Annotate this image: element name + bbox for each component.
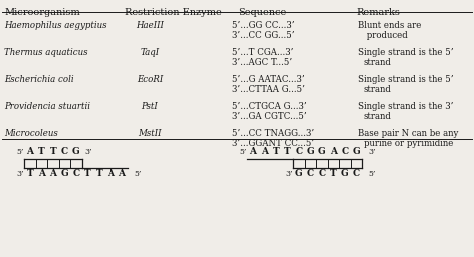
Text: PstI: PstI [142,102,158,111]
Text: 3’...CTTAA G...5’: 3’...CTTAA G...5’ [232,85,305,94]
Text: strand: strand [364,112,392,121]
Text: T: T [27,170,33,179]
Text: 3’...CC GG...5’: 3’...CC GG...5’ [232,31,295,40]
Text: 3’...GGANT CC...5’: 3’...GGANT CC...5’ [232,139,314,148]
Text: Base pair N can be any: Base pair N can be any [358,129,458,138]
Text: 3’...AGC T...5’: 3’...AGC T...5’ [232,58,292,67]
Text: 3’: 3’ [285,170,293,178]
Text: G: G [353,148,360,157]
Text: T: T [84,170,91,179]
Text: Single strand is the 5’: Single strand is the 5’ [358,75,454,84]
Text: G: G [318,148,326,157]
Text: A: A [261,148,268,157]
Text: 3’...GA CGTC...5’: 3’...GA CGTC...5’ [232,112,307,121]
Text: TaqI: TaqI [140,48,160,57]
Text: Microcoleus: Microcoleus [4,129,58,138]
Text: A: A [38,170,45,179]
Text: A: A [107,170,114,179]
Text: strand: strand [364,85,392,94]
Text: 5’: 5’ [368,170,375,178]
Text: strand: strand [364,58,392,67]
Text: 3’: 3’ [17,170,24,178]
Text: 5’...CC TNAGG...3’: 5’...CC TNAGG...3’ [232,129,314,138]
Text: T: T [96,170,102,179]
Text: Thermus aquaticus: Thermus aquaticus [4,48,88,57]
Text: produced: produced [364,31,408,40]
Text: MstII: MstII [138,129,162,138]
Text: G: G [341,170,349,179]
Text: 5’: 5’ [17,148,24,156]
Text: A: A [249,148,256,157]
Text: Single strand is the 5’: Single strand is the 5’ [358,48,454,57]
Text: Single strand is the 3’: Single strand is the 3’ [358,102,454,111]
Text: Haemophilus aegyptius: Haemophilus aegyptius [4,21,107,30]
Text: 3’: 3’ [368,148,375,156]
Text: C: C [341,148,348,157]
Text: 3’: 3’ [84,148,91,156]
Text: C: C [353,170,360,179]
Text: 5’: 5’ [135,170,142,178]
Text: 5’...G AATAC...3’: 5’...G AATAC...3’ [232,75,305,84]
Text: A: A [49,170,56,179]
Text: G: G [307,148,314,157]
Text: A: A [118,170,126,179]
Text: 5’: 5’ [240,148,247,156]
Text: G: G [72,148,80,157]
Text: Providencia stuartii: Providencia stuartii [4,102,90,111]
Text: G: G [61,170,68,179]
Text: HaeIII: HaeIII [136,21,164,30]
Text: purine or pyrimidine: purine or pyrimidine [364,139,453,148]
Text: 5’...CTGCA G...3’: 5’...CTGCA G...3’ [232,102,307,111]
Text: G: G [295,170,303,179]
Text: Escherichia coli: Escherichia coli [4,75,73,84]
Text: 5’...GG CC...3’: 5’...GG CC...3’ [232,21,295,30]
Text: C: C [61,148,68,157]
Text: T: T [273,148,279,157]
Text: T: T [330,170,337,179]
Text: EcoRI: EcoRI [137,75,163,84]
Text: A: A [330,148,337,157]
Text: C: C [319,170,326,179]
Text: C: C [295,148,302,157]
Text: T: T [284,148,291,157]
Text: Remarks: Remarks [356,8,400,17]
Text: Restriction Enzyme: Restriction Enzyme [125,8,222,17]
Text: T: T [50,148,56,157]
Text: C: C [307,170,314,179]
Text: C: C [73,170,80,179]
Text: 5’...T CGA...3’: 5’...T CGA...3’ [232,48,293,57]
Text: Microorganism: Microorganism [4,8,80,17]
Text: T: T [38,148,45,157]
Text: Blunt ends are: Blunt ends are [358,21,421,30]
Text: Sequence: Sequence [238,8,286,17]
Text: A: A [27,148,34,157]
